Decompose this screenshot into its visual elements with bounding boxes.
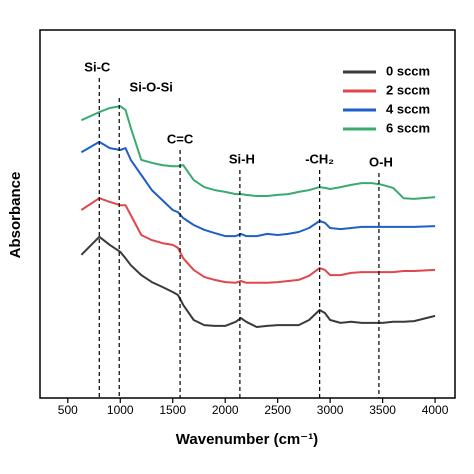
series-line xyxy=(80,105,436,200)
legend-label: 2 sccm xyxy=(386,82,430,97)
series-line xyxy=(80,140,436,238)
legend-label: 0 sccm xyxy=(386,63,430,78)
legend-label: 6 sccm xyxy=(386,120,430,135)
x-tick-label: 2500 xyxy=(264,403,291,417)
x-tick-label: 1500 xyxy=(159,403,186,417)
annotation-label: Si-O-Si xyxy=(130,79,173,94)
series-line xyxy=(80,197,436,284)
x-tick-label: 4000 xyxy=(422,403,449,417)
annotation-label: C=C xyxy=(167,131,194,146)
annotation-label: Si-H xyxy=(229,151,255,166)
x-axis-label: Wavenumber (cm⁻¹) xyxy=(176,431,318,448)
annotation-label: Si-C xyxy=(84,59,111,74)
y-axis-label: Absorbance xyxy=(7,172,24,259)
x-tick-label: 3500 xyxy=(369,403,396,417)
series-line xyxy=(80,235,436,328)
legend-label: 4 sccm xyxy=(386,101,430,116)
plot-frame xyxy=(39,29,456,399)
x-tick-label: 2000 xyxy=(212,403,239,417)
x-tick-label: 1000 xyxy=(107,403,134,417)
x-tick-label: 500 xyxy=(58,403,78,417)
annotation-label: -CH₂ xyxy=(305,151,334,166)
x-tick-label: 3000 xyxy=(317,403,344,417)
annotation-label: O-H xyxy=(369,154,393,169)
